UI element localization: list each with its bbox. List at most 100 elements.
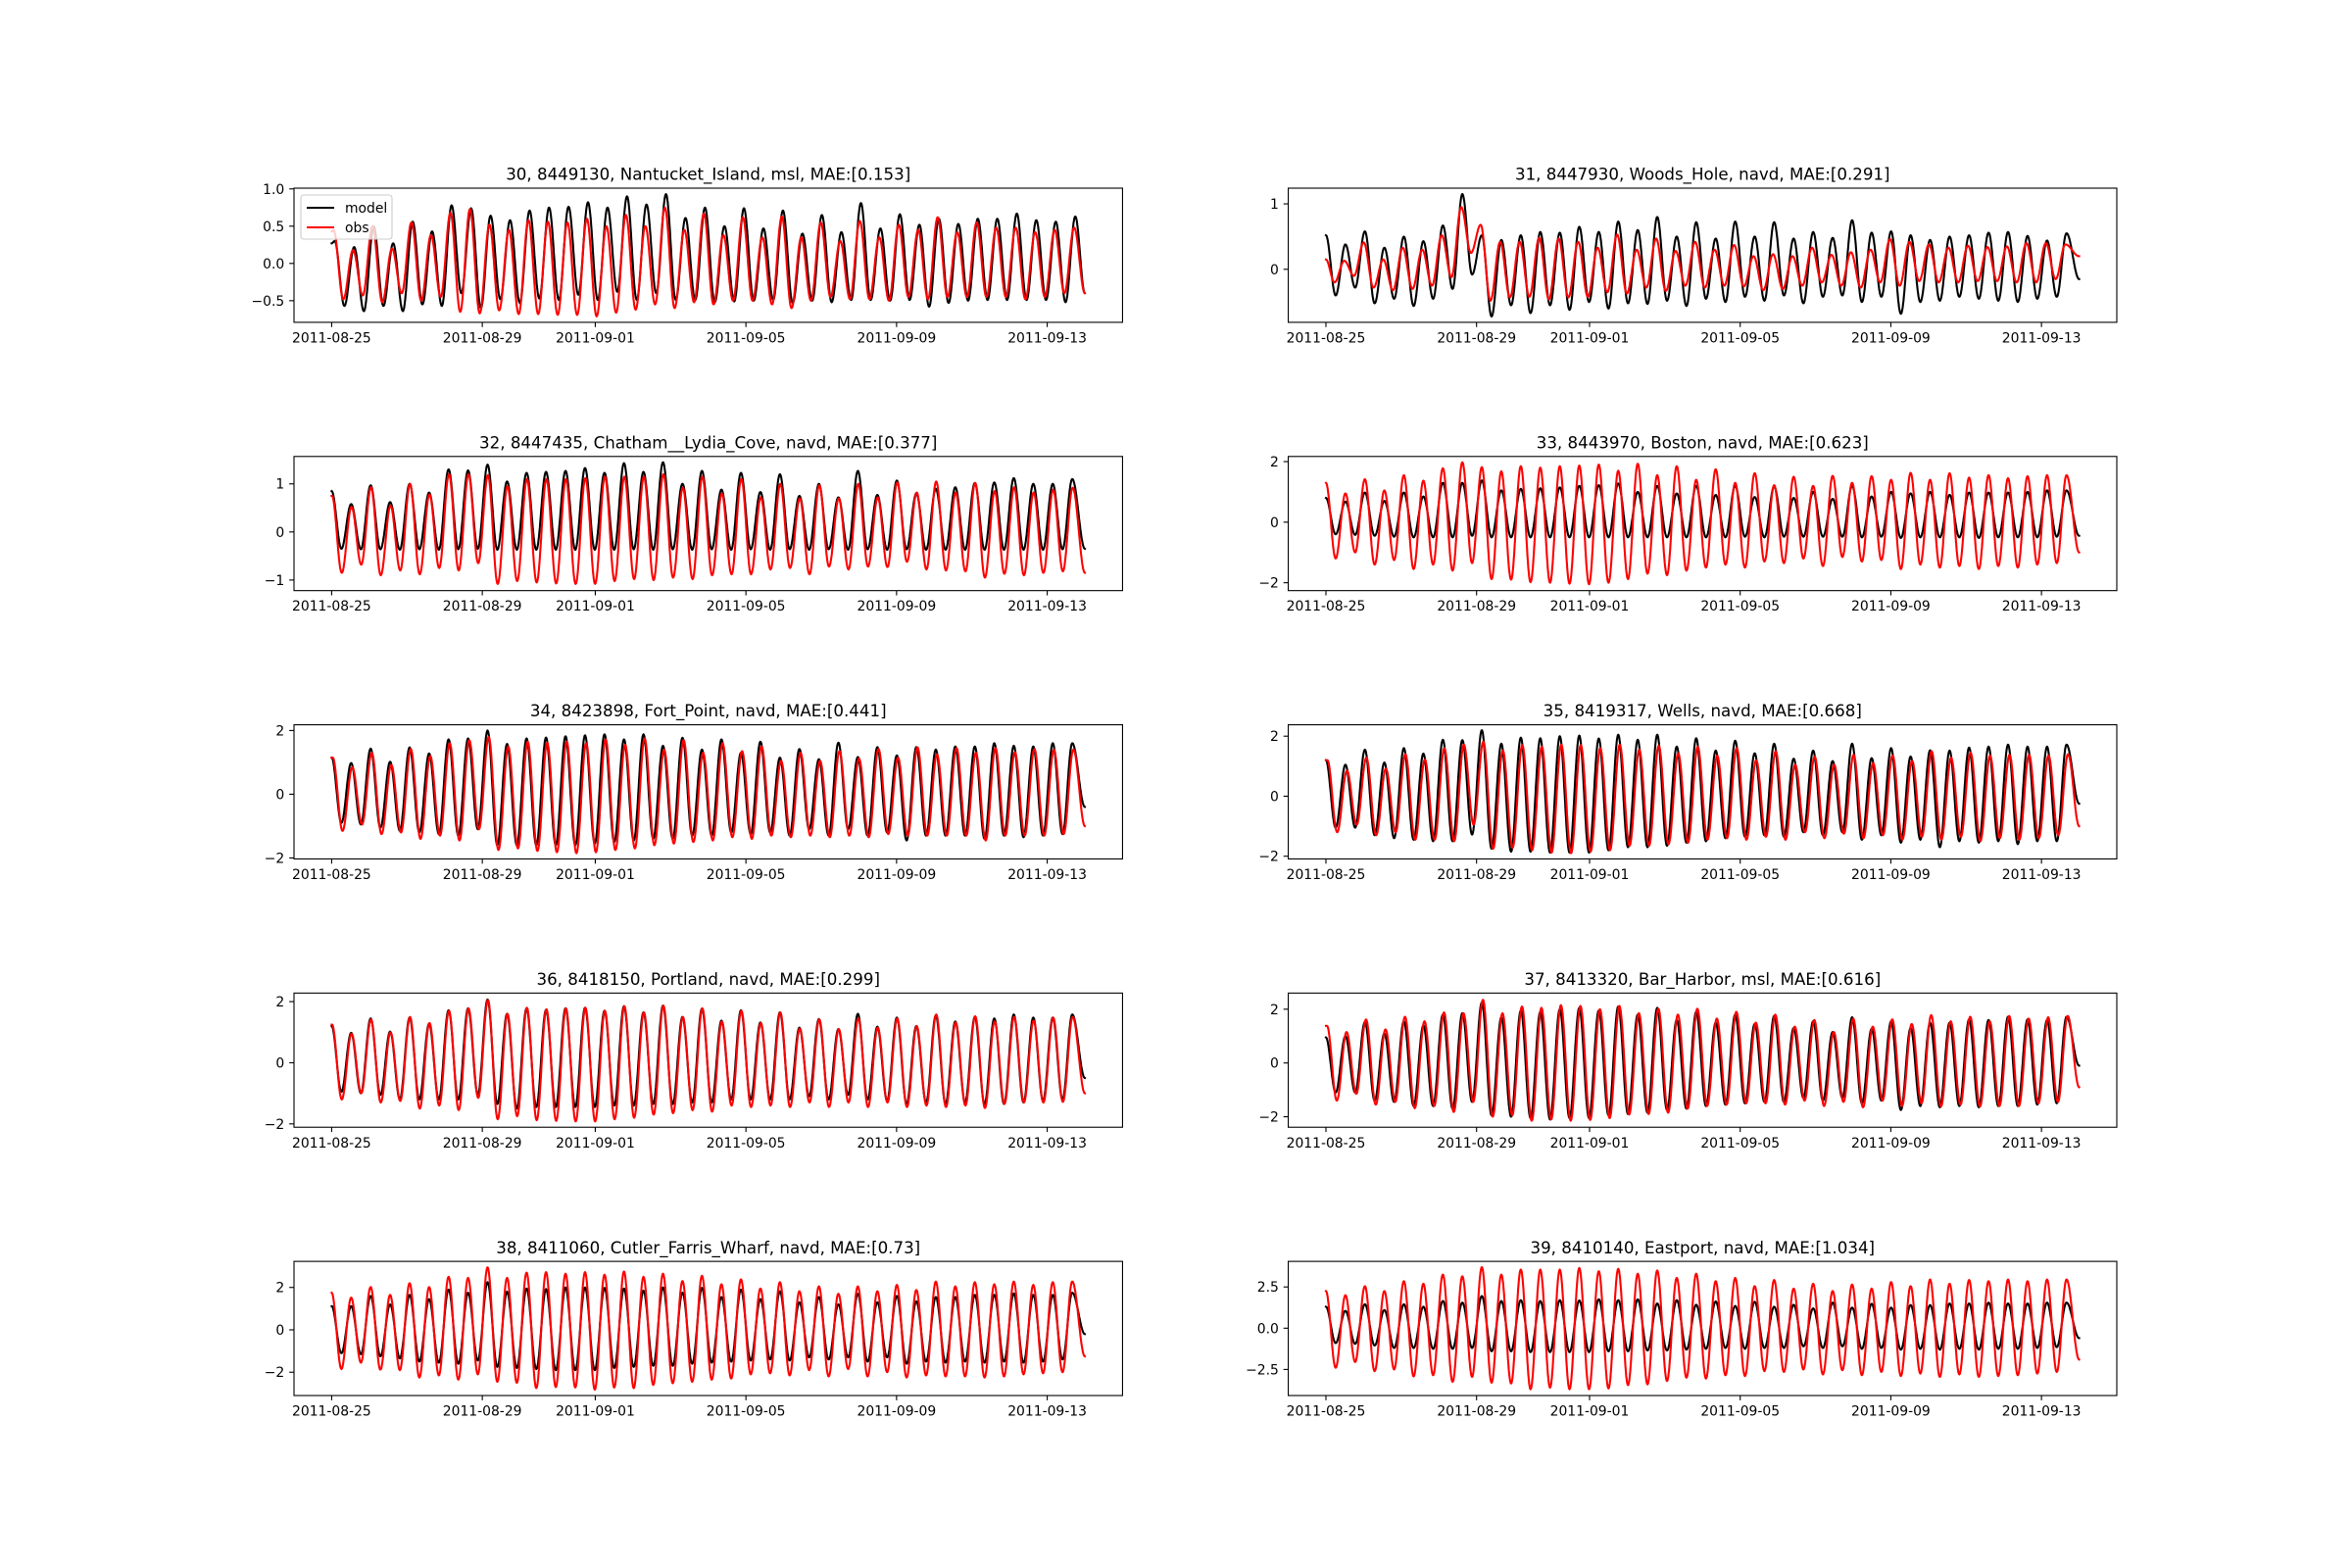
x-tick-label: 2011-09-01 [1550,330,1630,346]
x-tick-label: 2011-09-13 [2002,1136,2082,1152]
x-tick-label: 2011-09-09 [1851,599,1931,614]
x-tick-label: 2011-08-29 [443,330,522,346]
x-tick-label: 2011-08-25 [1287,599,1366,614]
legend-label-obs: obs [345,220,369,236]
legend: model obs [300,194,393,240]
series-line-model [330,193,1087,313]
series-line-obs [330,999,1087,1123]
x-tick-label: 2011-08-25 [1287,867,1366,883]
series-line-model [1324,729,2081,855]
axes-frame [1288,456,2118,592]
y-tick-label: −2.5 [1246,1362,1279,1378]
axes-frame [293,992,1124,1128]
y-tick-label: −2 [265,1365,284,1381]
x-tick-label: 2011-09-05 [707,330,786,346]
y-tick-label: 0 [275,787,284,803]
x-tick-label: 2011-09-01 [1550,1404,1630,1420]
series-line-obs [1324,461,2081,586]
x-tick-label: 2011-09-09 [1851,867,1931,883]
x-tick-label: 2011-08-25 [1287,1404,1366,1420]
y-tick-label: −2 [1258,1110,1278,1126]
y-tick-label: 0.0 [263,257,284,272]
x-tick-label: 2011-09-05 [1700,867,1780,883]
x-tick-label: 2011-09-09 [858,330,937,346]
x-tick-label: 2011-09-13 [1007,1404,1087,1420]
y-tick-label: 2 [1270,729,1279,745]
x-tick-label: 2011-09-01 [556,1404,635,1420]
y-tick-label: 2 [1270,1003,1279,1018]
x-tick-label: 2011-09-01 [556,1136,635,1152]
y-tick-label: 1 [275,477,284,493]
x-tick-label: 2011-09-09 [1851,1404,1931,1420]
x-tick-label: 2011-09-01 [556,867,635,883]
x-tick-label: 2011-09-13 [1007,599,1087,614]
x-tick-label: 2011-09-05 [707,867,786,883]
x-tick-label: 2011-08-29 [443,1136,522,1152]
y-tick-label: 0 [275,525,284,541]
y-tick-label: 2 [275,1281,284,1297]
x-tick-label: 2011-08-29 [1437,599,1516,614]
x-tick-label: 2011-08-29 [1437,867,1516,883]
subplot: 30, 8449130, Nantucket_Island, msl, MAE:… [252,166,1124,346]
subplot: 39, 8410140, Eastport, navd, MAE:[1.034]… [1246,1239,2118,1420]
subplot: 35, 8419317, Wells, navd, MAE:[0.668] 201… [1258,702,2118,883]
subplot-title: 37, 8413320, Bar_Harbor, msl, MAE:[0.616… [1524,970,1881,990]
x-tick-label: 2011-09-09 [858,599,937,614]
axes-frame [293,1260,1124,1396]
subplot-title: 38, 8411060, Cutler_Farris_Wharf, navd, … [496,1239,920,1258]
y-tick-label: −2 [1258,576,1278,592]
subplot-title: 33, 8443970, Boston, navd, MAE:[0.623] [1537,433,1869,452]
x-tick-label: 2011-09-13 [1007,1136,1087,1152]
axes-frame [293,724,1124,859]
axes-frame [1288,992,2118,1128]
x-tick-label: 2011-09-01 [556,330,635,346]
x-tick-label: 2011-09-01 [1550,1136,1630,1152]
x-tick-label: 2011-08-25 [292,599,371,614]
axes-frame [1288,187,2118,323]
subplot-title: 32, 8447435, Chatham__Lydia_Cove, navd, … [479,433,937,453]
x-tick-label: 2011-09-13 [2002,867,2082,883]
x-tick-label: 2011-08-25 [1287,330,1366,346]
y-tick-label: 1 [1270,197,1279,213]
y-tick-label: 0.5 [263,220,284,235]
axes-frame [1288,724,2118,859]
x-tick-label: 2011-08-29 [443,1404,522,1420]
x-tick-label: 2011-08-29 [443,599,522,614]
subplot-title: 30, 8449130, Nantucket_Island, msl, MAE:… [506,166,910,185]
x-tick-label: 2011-08-29 [443,867,522,883]
x-tick-label: 2011-09-05 [1700,599,1780,614]
y-tick-label: 2 [1270,455,1279,470]
y-tick-label: 0 [275,1323,284,1339]
x-tick-label: 2011-08-25 [1287,1136,1366,1152]
x-tick-label: 2011-09-05 [707,1136,786,1152]
legend-label-model: model [345,201,387,217]
y-tick-label: 2.5 [1257,1280,1279,1296]
x-tick-label: 2011-09-13 [1007,867,1087,883]
x-tick-label: 2011-09-09 [858,1404,937,1420]
x-tick-label: 2011-09-05 [1700,330,1780,346]
x-tick-label: 2011-09-09 [858,867,937,883]
y-tick-label: 0 [275,1055,284,1071]
x-tick-label: 2011-09-01 [1550,867,1630,883]
y-tick-label: −0.5 [252,294,285,310]
series-line-obs [1324,1265,2082,1391]
x-tick-label: 2011-09-13 [2002,599,2082,614]
x-tick-label: 2011-09-09 [1851,1136,1931,1152]
x-tick-label: 2011-09-05 [1700,1136,1780,1152]
subplot: 36, 8418150, Portland, navd, MAE:[0.299]… [265,970,1124,1152]
subplot: 38, 8411060, Cutler_Farris_Wharf, navd, … [265,1239,1124,1420]
x-tick-label: 2011-08-29 [1437,1404,1516,1420]
x-tick-label: 2011-08-25 [292,1404,371,1420]
y-tick-label: 0 [1270,789,1279,805]
series-line-obs [330,472,1087,585]
subplot-title: 34, 8423898, Fort_Point, navd, MAE:[0.44… [530,702,887,721]
x-tick-label: 2011-09-13 [2002,1404,2082,1420]
y-tick-label: −2 [265,1117,284,1133]
x-tick-label: 2011-08-25 [292,330,371,346]
x-tick-label: 2011-08-25 [292,1136,371,1152]
subplot: 33, 8443970, Boston, navd, MAE:[0.623] 20… [1258,433,2118,614]
subplot: 34, 8423898, Fort_Point, navd, MAE:[0.44… [265,702,1124,883]
axes-frame [293,456,1124,592]
